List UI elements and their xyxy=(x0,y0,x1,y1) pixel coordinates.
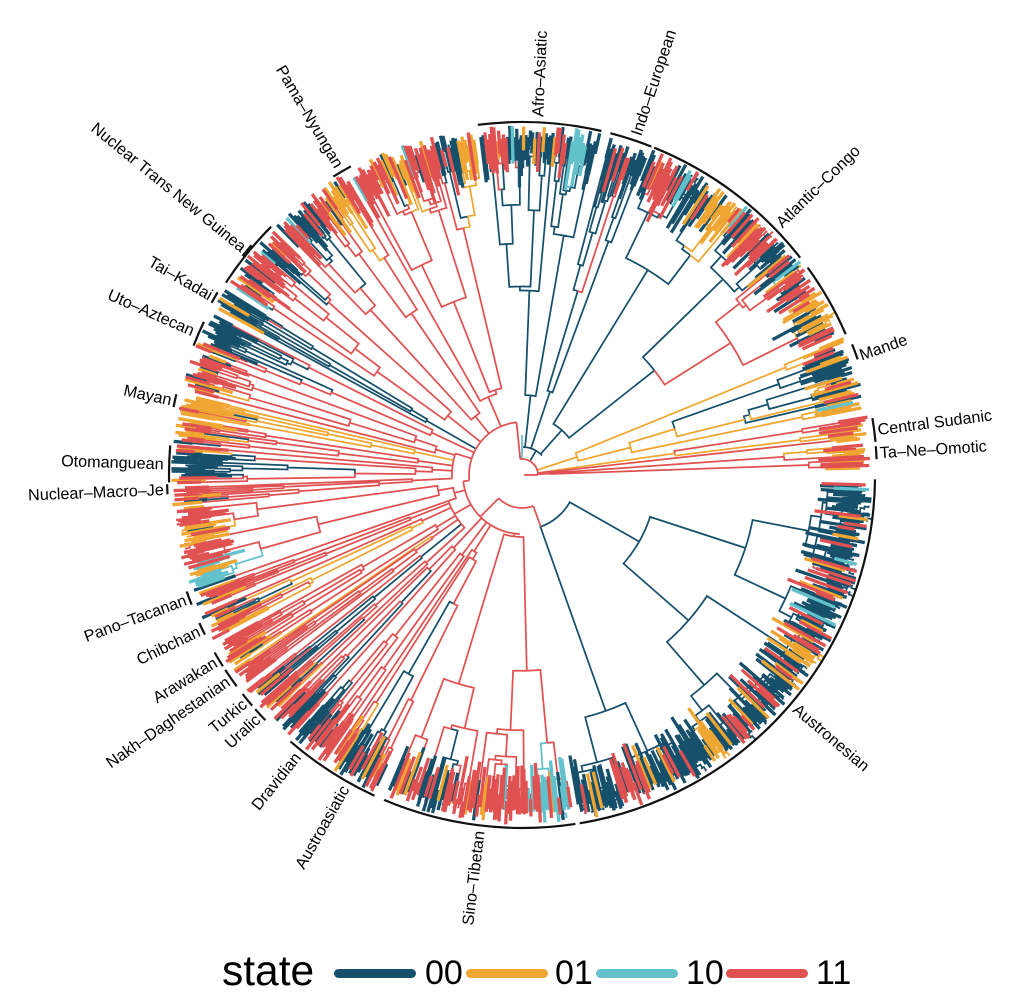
svg-text:state: state xyxy=(222,948,314,995)
svg-text:11: 11 xyxy=(816,954,851,992)
svg-text:10: 10 xyxy=(686,954,724,992)
svg-text:01: 01 xyxy=(555,954,593,992)
svg-text:00: 00 xyxy=(425,954,463,992)
svg-text:Nuclear–Macro–Je: Nuclear–Macro–Je xyxy=(28,481,164,504)
svg-text:Otomanguean: Otomanguean xyxy=(61,452,164,473)
svg-text:Afro–Asiatic: Afro–Asiatic xyxy=(529,30,551,117)
